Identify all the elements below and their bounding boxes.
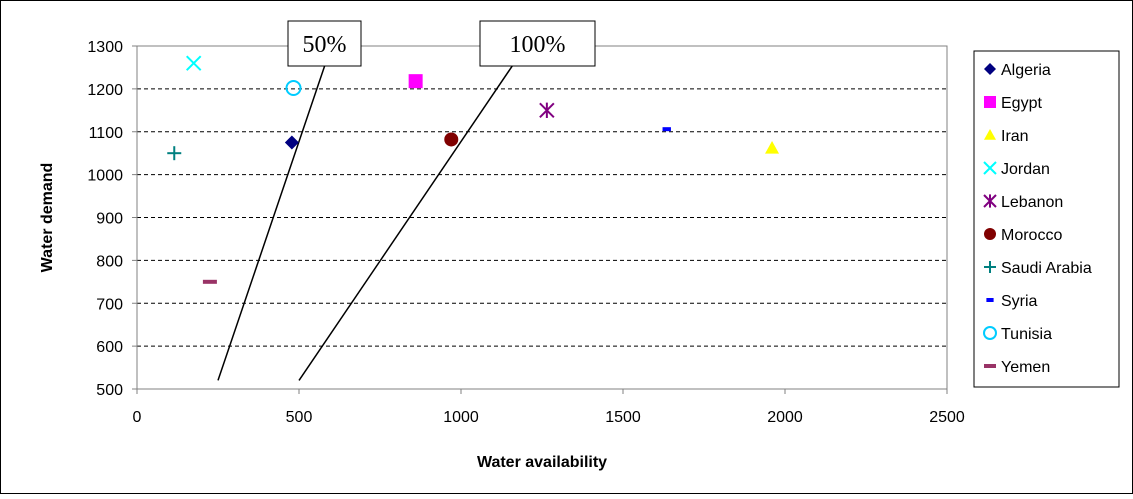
y-tick-label: 1200 bbox=[87, 82, 123, 99]
x-tick-label: 2000 bbox=[767, 409, 803, 426]
legend-entries: Algeria Egypt Iran Jordan Lebanon Morocco Saud… bbox=[983, 62, 1092, 376]
legend-label: Yemen bbox=[1001, 359, 1050, 376]
callout-box-100pct bbox=[479, 20, 596, 67]
legend-marker bbox=[983, 194, 997, 208]
y-tick-label: 1100 bbox=[89, 125, 124, 142]
legend-marker bbox=[984, 129, 996, 140]
axes: 500 600 700 800 900 1000 1100 1200 1300 0 500 1000 1… bbox=[87, 39, 964, 426]
grid-lines bbox=[137, 88, 947, 347]
legend-marker bbox=[984, 228, 996, 240]
point-yemen bbox=[202, 279, 217, 284]
legend bbox=[973, 50, 1120, 388]
point-egypt bbox=[408, 74, 423, 89]
y-tick-label: 1300 bbox=[87, 39, 123, 56]
legend-item-tunisia: Tunisia bbox=[983, 326, 1052, 343]
legend-item-yemen: Yemen bbox=[984, 359, 1050, 376]
callout-box-50pct bbox=[287, 20, 362, 67]
legend-marker bbox=[984, 63, 996, 75]
y-tick-label: 500 bbox=[96, 382, 123, 399]
legend-item-saudi-arabia: Saudi Arabia bbox=[984, 260, 1092, 277]
marker-stroke bbox=[983, 161, 997, 175]
point-jordan bbox=[185, 55, 202, 71]
legend-label: Egypt bbox=[1001, 95, 1042, 112]
reference-line-callouts: 50% 100% bbox=[287, 20, 596, 67]
legend-label: Lebanon bbox=[1001, 194, 1063, 211]
legend-label: Iran bbox=[1001, 128, 1029, 145]
legend-marker bbox=[983, 326, 997, 340]
marker-stroke bbox=[185, 55, 202, 71]
legend-item-morocco: Morocco bbox=[984, 227, 1062, 244]
x-tick-label: 1500 bbox=[605, 409, 641, 426]
legend-item-egypt: Egypt bbox=[984, 95, 1042, 112]
y-tick-label: 800 bbox=[96, 253, 123, 270]
point-algeria bbox=[284, 135, 299, 150]
x-tick-label: 1000 bbox=[443, 409, 479, 426]
callout-label: 50% bbox=[303, 32, 347, 58]
y-tick-label: 600 bbox=[96, 339, 123, 356]
point-syria bbox=[662, 127, 671, 132]
reference-line-50pct bbox=[217, 45, 333, 381]
legend-item-algeria: Algeria bbox=[984, 62, 1051, 79]
legend-marker bbox=[986, 298, 994, 302]
point-lebanon bbox=[539, 102, 555, 119]
y-axis-title: Water demand bbox=[39, 163, 56, 273]
legend-item-lebanon: Lebanon bbox=[983, 194, 1063, 211]
point-saudi-arabia bbox=[167, 146, 182, 161]
legend-marker bbox=[984, 96, 996, 108]
point-tunisia bbox=[285, 80, 302, 97]
legend-label: Algeria bbox=[1001, 62, 1051, 79]
legend-label: Morocco bbox=[1001, 227, 1062, 244]
y-tick-label: 1000 bbox=[87, 168, 123, 185]
legend-label: Jordan bbox=[1001, 161, 1050, 178]
legend-label: Syria bbox=[1001, 293, 1038, 310]
legend-marker bbox=[984, 261, 996, 273]
y-tick-label: 700 bbox=[96, 296, 123, 313]
x-tick-label: 500 bbox=[286, 409, 313, 426]
x-axis-title: Water availability bbox=[477, 454, 607, 471]
legend-marker bbox=[984, 364, 996, 368]
legend-label: Saudi Arabia bbox=[1001, 260, 1092, 277]
legend-item-syria: Syria bbox=[986, 293, 1038, 310]
y-tick-label: 900 bbox=[96, 211, 123, 228]
reference-lines bbox=[217, 45, 527, 381]
legend-label: Tunisia bbox=[1001, 326, 1052, 343]
x-tick-label: 0 bbox=[133, 409, 142, 426]
data-points bbox=[167, 55, 780, 284]
legend-item-jordan: Jordan bbox=[983, 161, 1050, 178]
point-morocco bbox=[444, 132, 459, 147]
point-iran bbox=[765, 141, 780, 154]
callout-label: 100% bbox=[510, 32, 566, 58]
x-tick-label: 2500 bbox=[929, 409, 965, 426]
reference-line-100pct bbox=[298, 45, 527, 381]
legend-item-iran: Iran bbox=[984, 128, 1029, 145]
legend-marker bbox=[983, 161, 997, 175]
